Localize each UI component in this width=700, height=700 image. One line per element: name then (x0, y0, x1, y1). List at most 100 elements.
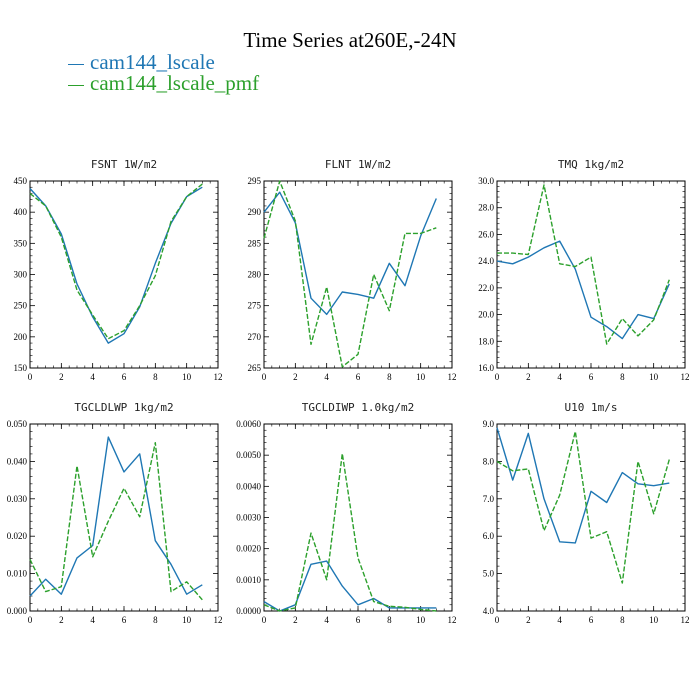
panel-frame (496, 180, 686, 369)
panel-5: TGCLDIWP 1.0kg/m2 0 2 4 6 8 10 12 0.0000 0.0010 0.… (236, 401, 456, 625)
x-tick-label: 8 (620, 615, 625, 625)
series-line-lscale (263, 560, 437, 612)
series-line-lscale (496, 427, 670, 544)
series-line-lscale-pmf (29, 442, 203, 601)
y-tick-label: 7.0 (483, 494, 495, 504)
y-tick-label: 0.000 (7, 606, 28, 616)
legend-swatch-lscale (68, 63, 84, 65)
x-tick-label: 12 (681, 615, 690, 625)
series-line-lscale-pmf (497, 184, 670, 345)
y-tick-label: 22.0 (478, 283, 494, 293)
y-tick-label: 0.0000 (236, 606, 261, 616)
panel-frame (29, 180, 219, 369)
x-tick-label: 6 (356, 615, 361, 625)
panel-6: U10 1m/s 0 2 4 6 8 10 12 4.0 5.0 6.0 7.0 8.0 9.0 (483, 401, 690, 625)
y-tick-label: 280 (248, 270, 262, 280)
y-tick-label: 9.0 (483, 419, 495, 429)
x-tick-label: 10 (649, 372, 659, 382)
y-tick-label: 0.0040 (236, 481, 261, 491)
x-tick-label: 6 (122, 372, 127, 382)
x-tick-label: 10 (416, 615, 426, 625)
x-tick-label: 12 (448, 372, 457, 382)
y-tick-label: 24.0 (478, 256, 494, 266)
series-line-lscale (263, 191, 437, 316)
series-line-lscale-pmf (496, 430, 670, 584)
x-tick-label: 0 (262, 372, 267, 382)
x-tick-label: 12 (214, 372, 223, 382)
panel-title: TGCLDLWP 1kg/m2 (74, 401, 173, 414)
x-tick-label: 0 (28, 372, 33, 382)
x-tick-label: 6 (122, 615, 127, 625)
y-tick-label: 0.0030 (236, 513, 261, 523)
series-line-lscale (29, 436, 203, 597)
series-line-lscale-pmf (29, 183, 203, 340)
x-tick-label: 4 (557, 615, 562, 625)
x-tick-label: 4 (90, 372, 95, 382)
panel-frame (263, 423, 453, 612)
panel-frame (496, 423, 686, 612)
y-tick-label: 18.0 (478, 336, 494, 346)
y-tick-label: 5.0 (483, 569, 495, 579)
y-tick-label: 270 (248, 332, 262, 342)
x-tick-label: 10 (182, 615, 192, 625)
y-tick-label: 0.0020 (236, 544, 261, 554)
legend-swatch-lscale-pmf (68, 84, 84, 86)
x-tick-label: 12 (448, 615, 457, 625)
chart-main-title: Time Series at260E,-24N (243, 28, 457, 52)
y-tick-label: 265 (248, 363, 262, 373)
x-tick-label: 8 (153, 615, 158, 625)
panel-title: U10 1m/s (565, 401, 618, 414)
y-tick-label: 4.0 (483, 606, 495, 616)
y-tick-label: 350 (14, 238, 28, 248)
x-tick-label: 4 (90, 615, 95, 625)
x-tick-label: 8 (387, 615, 392, 625)
x-tick-label: 0 (262, 615, 267, 625)
y-tick-label: 0.050 (7, 419, 28, 429)
y-tick-label: 295 (248, 176, 262, 186)
series-line-lscale-pmf (263, 180, 437, 368)
y-tick-label: 0.020 (7, 531, 28, 541)
panel-title: TGCLDIWP 1.0kg/m2 (302, 401, 415, 414)
y-tick-label: 0.0060 (236, 419, 261, 429)
panel-frame (29, 423, 219, 612)
x-tick-label: 8 (387, 372, 392, 382)
series-line-lscale (496, 240, 670, 340)
x-tick-label: 6 (589, 372, 594, 382)
panel-2: FLNT 1W/m2 0 2 4 6 8 10 12 265 270 275 280 285 290 295 (248, 158, 457, 382)
panel-frame (263, 180, 453, 369)
y-tick-label: 150 (14, 363, 28, 373)
x-tick-label: 12 (214, 615, 223, 625)
x-tick-label: 2 (293, 372, 298, 382)
x-tick-label: 6 (356, 372, 361, 382)
x-tick-label: 8 (620, 372, 625, 382)
panel-title: FSNT 1W/m2 (91, 158, 157, 171)
panel-title: FLNT 1W/m2 (325, 158, 391, 171)
legend-entry-lscale: cam144_lscale (68, 50, 215, 74)
y-tick-label: 0.0010 (236, 575, 261, 585)
y-tick-label: 20.0 (478, 310, 494, 320)
x-tick-label: 10 (416, 372, 426, 382)
y-tick-label: 275 (248, 301, 262, 311)
y-tick-label: 300 (14, 270, 28, 280)
legend-label-lscale-pmf: cam144_lscale_pmf (90, 71, 260, 95)
y-tick-label: 16.0 (478, 363, 494, 373)
series-line-lscale-pmf (263, 452, 437, 612)
panel-3: TMQ 1kg/m2 0 2 4 6 8 10 12 16.0 18.0 20.0 22.0 24.0 2… (478, 158, 689, 382)
x-tick-label: 6 (589, 615, 594, 625)
series-line-lscale (29, 186, 203, 344)
y-tick-label: 450 (14, 176, 28, 186)
x-tick-label: 4 (324, 372, 329, 382)
x-tick-label: 12 (681, 372, 690, 382)
x-tick-label: 2 (526, 372, 531, 382)
y-tick-label: 8.0 (483, 456, 495, 466)
y-tick-label: 400 (14, 207, 28, 217)
y-tick-label: 28.0 (478, 203, 494, 213)
y-tick-label: 6.0 (483, 531, 495, 541)
panel-1: FSNT 1W/m2 0 2 4 6 8 10 12 150 200 250 300 350 400 450 (14, 158, 223, 382)
x-tick-label: 2 (526, 615, 531, 625)
y-tick-label: 0.010 (7, 569, 28, 579)
legend-entry-lscale-pmf: cam144_lscale_pmf (68, 71, 259, 95)
x-tick-label: 2 (59, 615, 64, 625)
y-tick-label: 285 (248, 238, 262, 248)
